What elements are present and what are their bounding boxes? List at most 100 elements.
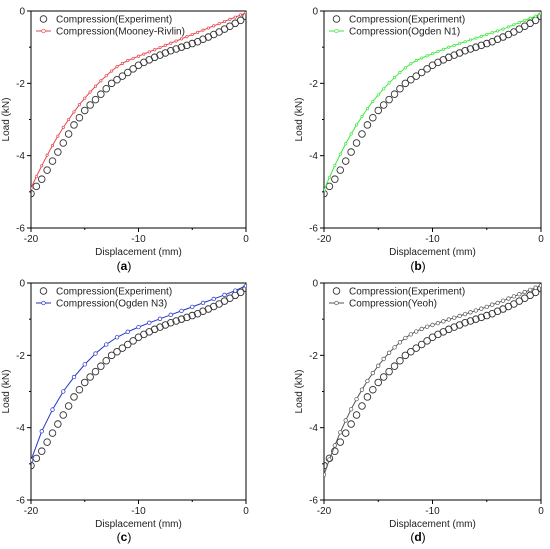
legend-symbol [332, 15, 341, 23]
series-marker [332, 443, 338, 448]
series-marker [409, 62, 413, 66]
series-marker [338, 152, 342, 156]
data-point [183, 313, 191, 322]
series-marker [533, 285, 538, 290]
chart-panel-b: -20 -10 0 0 -2 -4 -6 Displacement (mm) Load (kN)… [294, 7, 544, 274]
data-point [129, 65, 137, 73]
data-point [38, 175, 46, 183]
series-marker [233, 15, 237, 19]
data-point [477, 313, 486, 322]
data-point [423, 337, 431, 345]
legend-marker [41, 300, 46, 306]
series-marker [376, 93, 380, 97]
series-marker [468, 38, 473, 42]
data-point [172, 317, 180, 325]
series-marker [468, 310, 473, 315]
series-marker [506, 25, 511, 29]
series-marker [463, 40, 467, 44]
series-marker [40, 164, 44, 168]
data-point [199, 307, 207, 315]
series-marker [512, 23, 516, 27]
data-point [188, 311, 196, 320]
series-marker [419, 326, 424, 332]
data-point [401, 351, 410, 360]
data-point [161, 321, 170, 329]
legend-label: Compression(Experiment) [56, 287, 172, 298]
series-marker [206, 26, 210, 30]
y-tick-label: 0 [19, 279, 25, 290]
series-marker [403, 335, 408, 341]
data-point [166, 47, 175, 55]
series-marker [441, 47, 445, 51]
series-marker [430, 322, 435, 328]
series-1 [31, 283, 246, 463]
plot-area [31, 11, 246, 198]
data-point [385, 367, 393, 376]
plot-area [31, 283, 246, 470]
x-tick-label: 0 [243, 506, 249, 517]
chart-panel-c: -20 -10 0 0 -2 -4 -6 Displacement (mm) Load (kN)… [1, 279, 249, 545]
series-marker [136, 324, 141, 330]
data-point [91, 367, 100, 376]
series-marker [338, 430, 343, 435]
data-point [129, 337, 137, 345]
data-point [379, 373, 388, 381]
data-point [199, 35, 207, 43]
series-marker [45, 153, 49, 157]
series-marker [359, 387, 365, 392]
series-marker [458, 41, 462, 46]
panel-caption: (b) [410, 259, 425, 273]
y-tick-label: 0 [312, 7, 318, 18]
x-tick-label: 0 [538, 506, 544, 517]
series-marker [365, 107, 369, 111]
data-point [325, 454, 334, 463]
series-marker [169, 41, 173, 45]
series-marker [446, 317, 451, 322]
series-marker [71, 374, 77, 380]
x-tick-label: -10 [425, 506, 440, 517]
series-marker [83, 96, 87, 100]
panel-caption: (a) [117, 259, 132, 273]
data-point [363, 121, 372, 129]
data-point [161, 49, 170, 57]
series-marker [370, 370, 375, 376]
data-point [236, 288, 245, 297]
series-marker [354, 123, 359, 127]
series-marker [474, 36, 478, 40]
data-point [118, 344, 127, 352]
series-line [31, 12, 246, 189]
series-marker [88, 90, 92, 94]
data-point [461, 47, 469, 55]
data-point [477, 41, 486, 50]
series-marker [500, 298, 506, 303]
data-point [407, 75, 415, 84]
series-marker [93, 351, 98, 356]
series-marker [495, 300, 500, 306]
series-marker [398, 70, 402, 75]
series-marker [333, 163, 337, 167]
data-point [123, 68, 132, 77]
series-marker [376, 363, 381, 368]
series-marker [99, 79, 103, 83]
data-point [80, 106, 89, 115]
data-point [417, 340, 426, 349]
series-marker [39, 429, 44, 434]
series-marker [136, 54, 141, 58]
chart-panel-a: -20 -10 0 0 -2 -4 -6 Displacement (mm) Load (kN)… [1, 7, 249, 274]
series-marker [344, 142, 348, 146]
data-point [358, 402, 366, 410]
legend: Compression(Experiment)Compression(Ogden… [36, 287, 172, 310]
data-point [70, 393, 78, 401]
series-marker [212, 24, 216, 28]
x-tick-label: -10 [425, 234, 440, 245]
data-point [150, 325, 159, 334]
series-marker [414, 329, 419, 334]
data-point [423, 65, 431, 73]
series-marker [222, 19, 227, 24]
series-marker [371, 99, 375, 103]
data-point [369, 385, 377, 394]
series-marker [243, 283, 246, 289]
legend: Compression(Experiment)Compression(Ogden… [329, 15, 465, 38]
series-marker [147, 320, 152, 325]
y-tick-label: -2 [309, 79, 318, 90]
